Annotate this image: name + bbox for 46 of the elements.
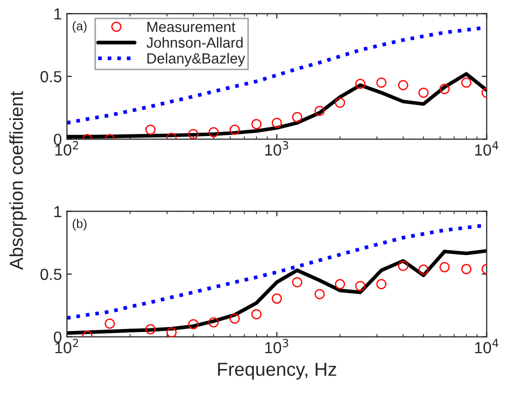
x-tick-label: 10$^{4}$ bbox=[475, 141, 498, 156]
point bbox=[439, 262, 450, 272]
point bbox=[334, 278, 346, 290]
point bbox=[376, 78, 387, 88]
point bbox=[355, 78, 366, 90]
point bbox=[145, 124, 156, 135]
x-tick-label: 10$^{3}$ bbox=[265, 141, 288, 156]
point bbox=[398, 260, 408, 272]
point bbox=[251, 118, 262, 130]
point bbox=[461, 264, 472, 274]
annotation: (b) bbox=[72, 218, 86, 231]
point bbox=[334, 98, 346, 108]
point bbox=[355, 280, 366, 292]
point bbox=[376, 278, 387, 290]
point bbox=[251, 309, 262, 320]
x-tick-label: 10$^{3}$ bbox=[265, 338, 288, 354]
point bbox=[292, 112, 302, 122]
point bbox=[292, 277, 302, 288]
point bbox=[398, 80, 408, 90]
point bbox=[188, 319, 198, 330]
point bbox=[166, 327, 177, 337]
point bbox=[272, 293, 282, 304]
point bbox=[208, 317, 219, 328]
point bbox=[188, 128, 198, 140]
point bbox=[272, 118, 282, 128]
point bbox=[314, 289, 325, 300]
point bbox=[230, 314, 240, 324]
y-tick-label: 1 bbox=[54, 206, 62, 218]
x-tick-label: 10$^{4}$ bbox=[475, 338, 498, 354]
point bbox=[418, 88, 429, 98]
legend-label: Johnson-Allard bbox=[146, 37, 243, 48]
point bbox=[439, 84, 450, 94]
point bbox=[418, 264, 429, 275]
point bbox=[230, 124, 240, 135]
point bbox=[145, 324, 156, 334]
y-tick-label: 0.5 bbox=[40, 71, 62, 82]
y-tick-label: 0.5 bbox=[40, 268, 62, 280]
y-tick-label: 1 bbox=[54, 8, 62, 20]
annotation: (a) bbox=[72, 21, 86, 33]
point bbox=[208, 127, 219, 138]
y-axis-title: Absorption coefficient bbox=[9, 91, 27, 270]
x-axis-title: Frequency, Hz bbox=[218, 362, 336, 380]
legend-label: Measurement bbox=[147, 22, 236, 32]
point bbox=[461, 78, 472, 88]
point bbox=[314, 106, 325, 116]
legend-label: Delany&Bazley bbox=[147, 52, 246, 66]
